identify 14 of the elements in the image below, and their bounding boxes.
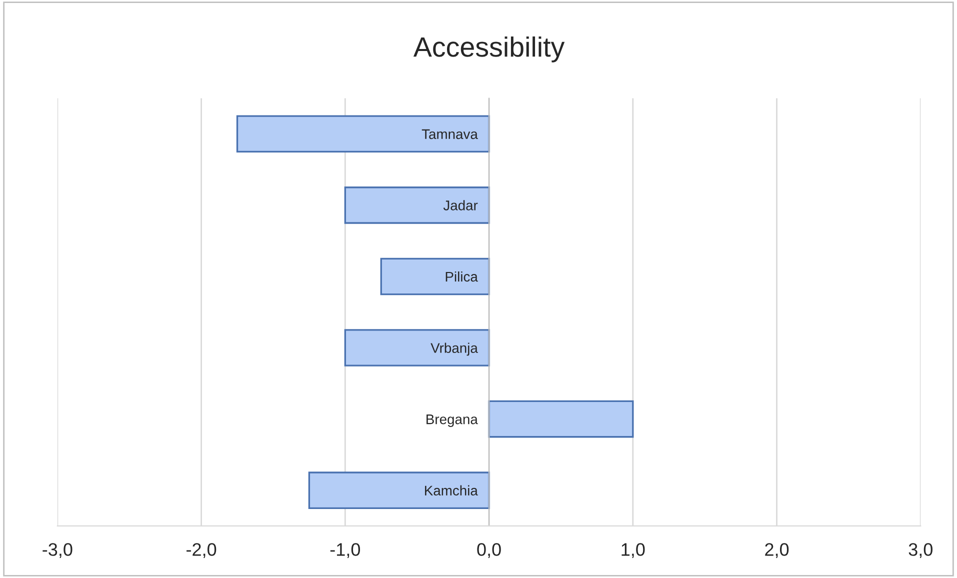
x-tick-label: 0,0 bbox=[477, 543, 501, 558]
x-tick-label: -2,0 bbox=[186, 543, 216, 558]
y-tick-label: Pilica bbox=[446, 271, 478, 282]
y-tick-label: Jadar bbox=[443, 200, 478, 210]
x-tick-label: -1,0 bbox=[330, 543, 360, 558]
x-tick-label: 2,0 bbox=[765, 543, 789, 558]
x-tick-label: 1,0 bbox=[622, 543, 645, 558]
x-tick-label: -3,0 bbox=[42, 543, 72, 558]
y-tick-label: Kamchia bbox=[425, 485, 478, 496]
y-tick-label: Vrbanja bbox=[430, 342, 478, 356]
y-tick-label: Tamnava bbox=[422, 129, 478, 140]
y-tick-label: Bregana bbox=[426, 414, 478, 427]
x-tick-label: 3,0 bbox=[908, 543, 932, 558]
chart-title: Accessibility bbox=[413, 36, 565, 62]
